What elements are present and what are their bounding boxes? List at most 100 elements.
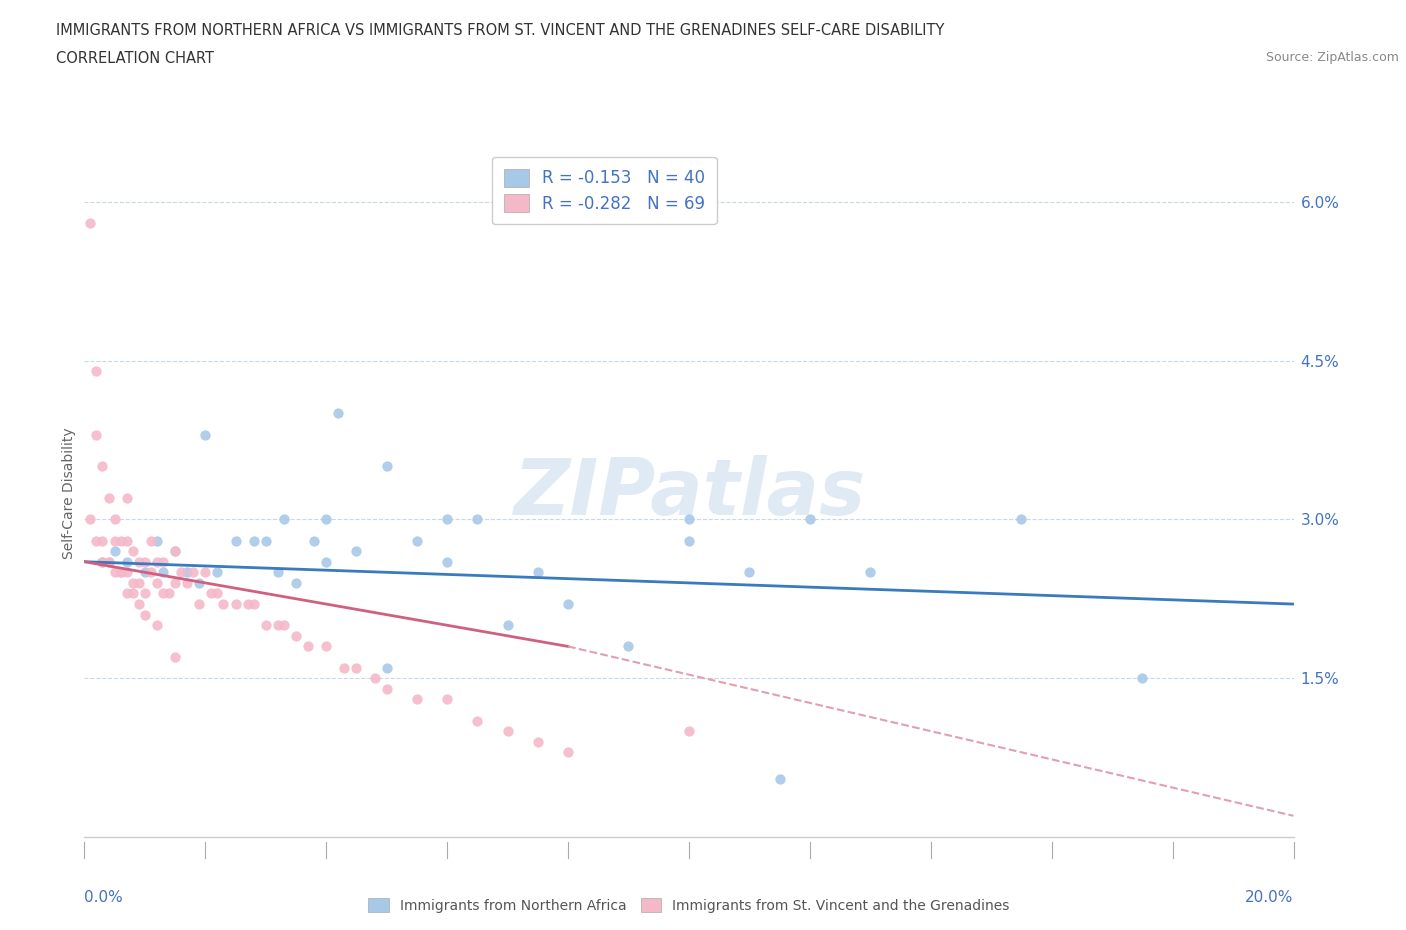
Point (302, 533, 325, 548)
Point (134, 607, 156, 622)
Point (267, 565, 290, 579)
Point (315, 554, 337, 569)
Point (188, 576, 211, 591)
Point (146, 554, 169, 569)
Point (152, 565, 174, 579)
Point (163, 544, 186, 559)
Point (104, 544, 127, 559)
Point (110, 565, 132, 579)
Point (207, 586, 229, 601)
Text: Source: ZipAtlas.com: Source: ZipAtlas.com (1265, 51, 1399, 64)
Point (86, 364, 108, 379)
Point (104, 565, 127, 579)
Point (242, 597, 264, 612)
Point (859, 565, 882, 579)
Point (315, 639, 337, 654)
Point (176, 576, 198, 591)
Point (678, 512, 700, 526)
Point (110, 533, 132, 548)
Point (170, 565, 193, 579)
Point (91, 554, 114, 569)
Point (254, 533, 277, 548)
Point (328, 406, 350, 421)
Point (163, 649, 186, 664)
Point (467, 512, 489, 526)
Point (91, 459, 114, 474)
Point (496, 724, 519, 738)
Point (236, 597, 259, 612)
Text: 20.0%: 20.0% (1246, 890, 1294, 905)
Point (297, 639, 319, 654)
Text: IMMIGRANTS FROM NORTHERN AFRICA VS IMMIGRANTS FROM ST. VINCENT AND THE GRENADINE: IMMIGRANTS FROM NORTHERN AFRICA VS IMMIG… (56, 23, 945, 38)
Point (134, 554, 156, 569)
Point (467, 713, 489, 728)
Point (157, 586, 180, 601)
Point (678, 533, 700, 548)
Point (526, 565, 548, 579)
Point (496, 618, 519, 632)
Point (678, 724, 700, 738)
Point (212, 597, 235, 612)
Point (115, 491, 138, 506)
Point (115, 586, 138, 601)
Point (225, 533, 247, 548)
Legend: R = -0.153   N = 40, R = -0.282   N = 69: R = -0.153 N = 40, R = -0.282 N = 69 (492, 157, 717, 224)
Point (346, 544, 368, 559)
Point (194, 427, 217, 442)
Point (617, 639, 640, 654)
Point (557, 597, 579, 612)
Point (557, 745, 579, 760)
Point (207, 565, 229, 579)
Point (188, 597, 211, 612)
Point (176, 565, 198, 579)
Point (254, 618, 277, 632)
Point (436, 692, 458, 707)
Point (134, 586, 156, 601)
Text: ZIPatlas: ZIPatlas (513, 455, 865, 531)
Point (152, 586, 174, 601)
Point (799, 512, 821, 526)
Point (1010, 512, 1032, 526)
Point (115, 533, 138, 548)
Point (104, 512, 127, 526)
Legend: Immigrants from Northern Africa, Immigrants from St. Vincent and the Grenadines: Immigrants from Northern Africa, Immigra… (363, 893, 1015, 919)
Point (115, 565, 138, 579)
Point (115, 554, 138, 569)
Point (91, 554, 114, 569)
Point (406, 692, 429, 707)
Point (146, 618, 169, 632)
Point (363, 671, 385, 685)
Point (139, 533, 162, 548)
Point (146, 576, 169, 591)
Point (121, 576, 143, 591)
Point (86, 427, 108, 442)
Point (200, 586, 222, 601)
Point (110, 565, 132, 579)
Point (79, 216, 101, 231)
Point (104, 533, 127, 548)
Point (526, 735, 548, 750)
Point (267, 618, 290, 632)
Point (769, 771, 792, 786)
Point (121, 586, 143, 601)
Point (128, 554, 150, 569)
Point (121, 544, 143, 559)
Point (86, 533, 108, 548)
Point (194, 565, 217, 579)
Text: 0.0%: 0.0% (84, 890, 124, 905)
Point (333, 660, 356, 675)
Point (163, 544, 186, 559)
Text: CORRELATION CHART: CORRELATION CHART (56, 51, 214, 66)
Point (97, 554, 120, 569)
Point (181, 565, 204, 579)
Point (284, 576, 308, 591)
Point (738, 565, 761, 579)
Y-axis label: Self-Care Disability: Self-Care Disability (62, 427, 76, 559)
Point (284, 629, 308, 644)
Point (436, 554, 458, 569)
Point (97, 491, 120, 506)
Point (346, 660, 368, 675)
Point (139, 565, 162, 579)
Point (375, 682, 398, 697)
Point (128, 597, 150, 612)
